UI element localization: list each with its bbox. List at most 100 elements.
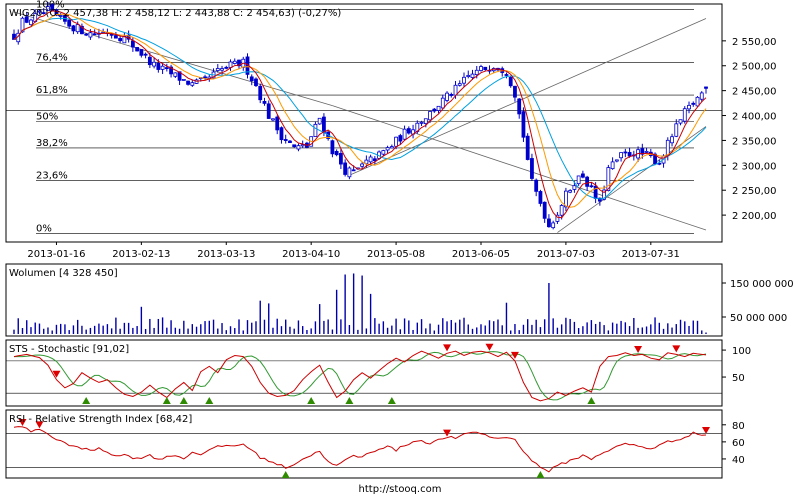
candle-body [419,121,424,124]
candle-body [296,145,301,150]
stochastic-d-line [14,351,707,401]
candle-body [385,147,390,151]
y-tick-label: 80 [732,421,745,432]
candle-body [173,72,178,77]
price-candle [84,32,89,37]
price-candle [457,80,462,87]
x-tick-label: 2013-03-13 [197,249,255,260]
candle-body [678,119,683,124]
candle-body [602,189,607,200]
price-candle [440,94,445,110]
rsi-title: RSI - Relative Strength Index [68,42] [9,414,192,425]
price-candle [283,134,288,144]
y-tick-label: 2 200,00 [732,211,777,222]
price-candle [224,65,229,70]
price-candle [118,35,123,43]
price-candle [249,74,254,86]
candle-body [203,76,207,79]
candle-body [704,86,708,89]
y-tick-label: 60 [732,438,745,449]
candle-body [67,19,72,27]
candle-body [440,97,445,109]
candle-body [389,146,394,149]
footer-url[interactable]: http://stooq.com [358,484,442,495]
price-candle [360,161,365,169]
fibonacci-label: 50% [36,112,58,123]
price-candle [334,149,339,157]
candle-body [695,96,700,107]
x-tick-label: 2013-07-31 [622,249,680,260]
price-candle [682,106,687,124]
candle-body [534,179,539,192]
price-candle [644,147,649,153]
candle-body [330,140,335,155]
candle-body [699,92,704,100]
candle-body [576,175,581,185]
candle-body [564,190,568,208]
price-candle [139,49,144,58]
price-candle [143,52,148,59]
candle-body [50,4,55,11]
candle-body [317,117,322,125]
candle-body [623,151,628,154]
price-candle [288,140,292,144]
x-tick-label: 2013-05-08 [367,249,425,260]
candle-body [381,150,386,155]
price-candle [80,23,84,35]
candle-body [627,152,632,157]
price-candle [372,156,377,165]
price-candle [432,108,437,113]
candle-body [139,49,144,56]
candle-body [46,6,50,12]
price-candle [37,9,42,15]
candle-body [606,167,611,192]
candle-body [249,76,254,82]
price-candle [445,91,449,103]
fibonacci-label: 76,4% [36,52,68,63]
price-candle [385,145,390,154]
price-panel: 0% 23,6% 38,2% 50% 61,8% 76,4% 100% 2 200,00 2 2… [6,0,777,260]
candle-body [118,38,123,42]
price-candle [521,107,526,142]
candle-body [525,135,530,160]
candle-body [644,151,649,153]
candle-body [398,135,403,142]
y-tick-label: 2 250,00 [732,186,777,197]
price-candle [627,147,632,158]
candle-body [334,150,339,156]
candle-body [232,60,237,64]
price-candle [687,101,691,114]
candle-body [432,108,437,112]
candle-body [80,25,84,35]
price-candle [381,149,386,157]
candle-body [513,85,517,98]
price-candle [534,178,539,197]
candle-body [423,118,428,124]
stochastic-k-line [13,350,707,402]
candle-body [585,176,590,187]
price-candle [71,24,76,35]
candle-body [449,94,454,96]
x-tick-label: 2013-01-16 [27,249,85,260]
price-candle [449,92,454,98]
candle-body [224,66,229,69]
candle-body [169,66,173,75]
price-candle [555,212,560,225]
candle-body [20,17,25,33]
buy-signal-marker [82,397,91,404]
price-candle [317,117,322,125]
candle-body [610,161,615,170]
sell-signal-marker [443,429,452,437]
candle-body [360,163,365,167]
sma-slow-line [13,17,707,200]
y-tick-label: 2 400,00 [732,112,777,123]
x-tick-label: 2013-04-10 [282,249,340,260]
price-candle [169,64,173,78]
stochastic-title: STS - Stochastic [91,02] [9,344,129,355]
price-candle [406,126,411,135]
buy-signal-marker [179,397,188,404]
price-candle [614,159,619,163]
candle-body [228,61,233,68]
price-candle [542,201,547,223]
